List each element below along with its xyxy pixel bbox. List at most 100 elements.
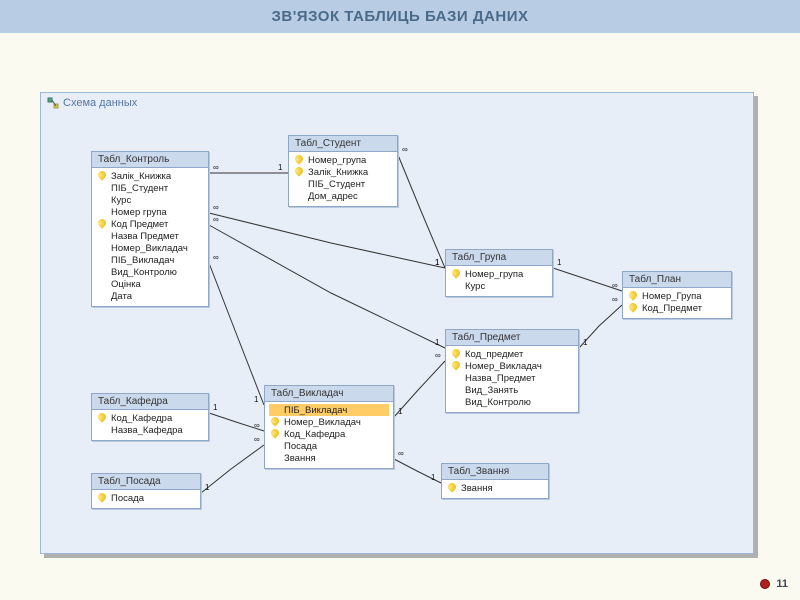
table-posada[interactable]: Табл_Посада Посада xyxy=(91,473,201,509)
field-label: Залік_Книжка xyxy=(111,171,171,182)
table-header[interactable]: Табл_Предмет xyxy=(446,330,578,346)
table-header[interactable]: Табл_Посада xyxy=(92,474,200,490)
table-kafedra[interactable]: Табл_КафедраКод_КафедраНазва_Кафедра xyxy=(91,393,209,441)
cardinality-label: ∞ xyxy=(435,351,441,360)
cardinality-label: ∞ xyxy=(398,449,404,458)
field-label: Вид_Контролю xyxy=(465,397,531,408)
field-row[interactable]: Номер_група xyxy=(293,154,393,166)
key-spacer xyxy=(452,397,462,407)
table-student[interactable]: Табл_Студент Номер_групаЗалік_КнижкаПІБ_С… xyxy=(288,135,398,207)
field-row[interactable]: Назва Предмет xyxy=(96,230,204,242)
key-icon xyxy=(452,269,462,279)
field-label: Номер_Викладач xyxy=(284,417,361,428)
key-spacer xyxy=(271,405,281,415)
cardinality-label: 1 xyxy=(435,338,439,347)
field-label: Вид_Контролю xyxy=(111,267,177,278)
table-predmet[interactable]: Табл_Предмет Код_предметНомер_ВикладачНаз… xyxy=(445,329,579,413)
page-number: 11 xyxy=(776,578,788,590)
table-body: Код_КафедраНазва_Кафедра xyxy=(92,410,208,440)
table-header[interactable]: Табл_Звання xyxy=(442,464,548,480)
field-row[interactable]: Назва_Кафедра xyxy=(96,424,204,436)
key-icon xyxy=(98,219,108,229)
page-dot-icon xyxy=(760,579,770,589)
key-icon xyxy=(271,429,281,439)
table-kontrol[interactable]: Табл_КонтрольЗалік_КнижкаПІБ_СтудентКурс… xyxy=(91,151,209,307)
field-label: ПІБ_Студент xyxy=(111,183,168,194)
cardinality-label: ∞ xyxy=(612,295,618,304)
table-grupa[interactable]: Табл_ГрупаНомер_групаКурс xyxy=(445,249,553,297)
field-label: Номер група xyxy=(111,207,167,218)
field-row[interactable]: Код_Кафедра xyxy=(269,428,389,440)
cardinality-label: ∞ xyxy=(213,163,219,172)
field-row[interactable]: Номер_Викладач xyxy=(96,242,204,254)
table-body: Залік_КнижкаПІБ_СтудентКурсНомер групаКо… xyxy=(92,168,208,306)
field-row[interactable]: ПІБ_Викладач xyxy=(269,404,389,416)
table-zvannia[interactable]: Табл_Звання Звання xyxy=(441,463,549,499)
key-icon xyxy=(629,303,639,313)
cardinality-label: 1 xyxy=(557,258,561,267)
field-row[interactable]: Номер_група xyxy=(450,268,548,280)
key-spacer xyxy=(452,281,462,291)
table-header[interactable]: Табл_План xyxy=(623,272,731,288)
field-label: Номер_Група xyxy=(642,291,702,302)
field-row[interactable]: ПІБ_Студент xyxy=(293,178,393,190)
table-header[interactable]: Табл_Група xyxy=(446,250,552,266)
field-row[interactable]: Номер_Викладач xyxy=(450,360,574,372)
field-row[interactable]: Вид_Контролю xyxy=(96,266,204,278)
field-row[interactable]: Оцінка xyxy=(96,278,204,290)
table-body: Номер_групаКурс xyxy=(446,266,552,296)
field-label: Посада xyxy=(111,493,144,504)
field-row[interactable]: Курс xyxy=(96,194,204,206)
field-row[interactable]: Номер_Викладач xyxy=(269,416,389,428)
field-row[interactable]: Дата xyxy=(96,290,204,302)
field-label: ПІБ_Викладач xyxy=(284,405,347,416)
table-header[interactable]: Табл_Студент xyxy=(289,136,397,152)
field-label: Код_Кафедра xyxy=(284,429,345,440)
field-row[interactable]: ПІБ_Викладач xyxy=(96,254,204,266)
field-row[interactable]: Дом_адрес xyxy=(293,190,393,202)
cardinality-label: 1 xyxy=(583,338,587,347)
field-row[interactable]: Залік_Книжка xyxy=(293,166,393,178)
table-header[interactable]: Табл_Контроль xyxy=(92,152,208,168)
field-row[interactable]: Вид_Контролю xyxy=(450,396,574,408)
table-vykladach[interactable]: Табл_Викладач ПІБ_ВикладачНомер_ВикладачК… xyxy=(264,385,394,469)
key-icon xyxy=(295,155,305,165)
key-spacer xyxy=(295,191,305,201)
field-row[interactable]: Назва_Предмет xyxy=(450,372,574,384)
field-label: Код Предмет xyxy=(111,219,168,230)
field-row[interactable]: Код_предмет xyxy=(450,348,574,360)
key-spacer xyxy=(98,255,108,265)
field-row[interactable]: Номер_Група xyxy=(627,290,727,302)
field-label: Номер_група xyxy=(308,155,366,166)
key-icon xyxy=(98,413,108,423)
field-row[interactable]: Звання xyxy=(446,482,544,494)
field-row[interactable]: Звання xyxy=(269,452,389,464)
cardinality-label: ∞ xyxy=(254,421,260,430)
table-header[interactable]: Табл_Кафедра xyxy=(92,394,208,410)
field-label: ПІБ_Студент xyxy=(308,179,365,190)
field-label: Номер_група xyxy=(465,269,523,280)
table-plan[interactable]: Табл_План Номер_ГрупаКод_Предмет xyxy=(622,271,732,319)
field-row[interactable]: Курс xyxy=(450,280,548,292)
field-row[interactable]: Код Предмет xyxy=(96,218,204,230)
field-row[interactable]: Код_Предмет xyxy=(627,302,727,314)
cardinality-label: ∞ xyxy=(254,435,260,444)
field-row[interactable]: ПІБ_Студент xyxy=(96,182,204,194)
key-spacer xyxy=(271,453,281,463)
field-row[interactable]: Залік_Книжка xyxy=(96,170,204,182)
field-row[interactable]: Посада xyxy=(96,492,196,504)
field-row[interactable]: Посада xyxy=(269,440,389,452)
field-row[interactable]: Номер група xyxy=(96,206,204,218)
field-row[interactable]: Вид_Занять xyxy=(450,384,574,396)
key-spacer xyxy=(98,243,108,253)
key-icon xyxy=(295,167,305,177)
field-label: Звання xyxy=(461,483,493,494)
canvas-title-text: Схема данных xyxy=(63,97,137,109)
cardinality-label: ∞ xyxy=(213,253,219,262)
key-spacer xyxy=(98,291,108,301)
table-header[interactable]: Табл_Викладач xyxy=(265,386,393,402)
cardinality-label: ∞ xyxy=(213,203,219,212)
field-label: Курс xyxy=(465,281,485,292)
field-label: ПІБ_Викладач xyxy=(111,255,174,266)
field-row[interactable]: Код_Кафедра xyxy=(96,412,204,424)
